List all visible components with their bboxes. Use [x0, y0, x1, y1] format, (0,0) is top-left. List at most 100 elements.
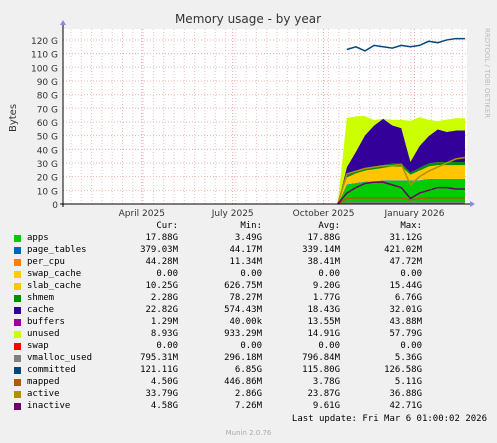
- legend-label: page_tables: [27, 245, 87, 255]
- x-tick-label: July 2025: [211, 209, 254, 219]
- legend-max: 47.72M: [389, 257, 422, 267]
- legend-avg: 796.84M: [302, 353, 340, 363]
- legend-min: 0.00: [240, 269, 262, 279]
- legend-row-slab_cache: slab_cache 10.25G 626.75M 9.20G 15.44G: [0, 281, 497, 293]
- legend-min: 574.43M: [224, 305, 262, 315]
- legend-max: 32.01G: [389, 305, 422, 315]
- legend-max: 0.00: [400, 341, 422, 351]
- legend-label: apps: [27, 233, 49, 243]
- legend-avg: 38.41M: [307, 257, 340, 267]
- legend-max: 126.58G: [384, 365, 422, 375]
- y-tick-label: 40 G: [37, 146, 58, 156]
- legend-avg: 339.14M: [302, 245, 340, 255]
- legend-row-mapped: mapped 4.50G 446.86M 3.78G 5.11G: [0, 377, 497, 389]
- legend-header: Cur: Min: Avg: Max:: [0, 221, 497, 233]
- legend-header-cell: Cur:: [156, 221, 178, 231]
- line-vmalloc_used: [337, 202, 465, 205]
- legend-avg: 0.00: [318, 269, 340, 279]
- area-unused: [337, 116, 465, 204]
- legend-avg: 23.87G: [307, 389, 340, 399]
- y-tick-label: 20 G: [37, 174, 58, 184]
- legend-cur: 33.79G: [145, 389, 178, 399]
- legend-header-cell: Min:: [240, 221, 262, 231]
- legend-max: 6.76G: [394, 293, 422, 303]
- legend-max: 421.02M: [384, 245, 422, 255]
- legend-max: 57.79G: [389, 329, 422, 339]
- legend-row-apps: apps 17.88G 3.49G 17.88G 31.12G: [0, 233, 497, 245]
- area-slab_cache: [337, 165, 465, 204]
- y-tick-label: 100 G: [31, 64, 58, 74]
- legend-label: mapped: [27, 377, 60, 387]
- x-tick-label: October 2025: [293, 209, 355, 219]
- line-inactive: [337, 181, 465, 205]
- legend-cur: 4.58G: [150, 401, 178, 411]
- y-tick-label: 0: [52, 201, 58, 211]
- series-areas: [337, 116, 465, 204]
- legend-swatch: [14, 379, 21, 386]
- legend-max: 15.44G: [389, 281, 422, 291]
- legend-swatch: [14, 391, 21, 398]
- legend-row-cache: cache 22.82G 574.43M 18.43G 32.01G: [0, 305, 497, 317]
- legend-swatch: [14, 271, 21, 278]
- legend-cur: 10.25G: [145, 281, 178, 291]
- legend-label: shmem: [27, 293, 55, 303]
- grid: [63, 29, 467, 204]
- legend-min: 11.34M: [229, 257, 262, 267]
- y-tick-labels: 0 10 G 20 G 30 G 40 G 50 G 60 G 70 G 80 G 90 G 100…: [31, 37, 58, 211]
- legend-max: 42.71G: [389, 401, 422, 411]
- legend-max: 31.12G: [389, 233, 422, 243]
- x-tick-label: April 2025: [119, 209, 165, 219]
- legend-avg: 18.43G: [307, 305, 340, 315]
- y-tick-label: 90 G: [37, 78, 58, 88]
- x-tick-label: January 2026: [384, 209, 445, 219]
- legend-swatch: [14, 403, 21, 410]
- legend-row-unused: unused 8.93G 933.29M 14.91G 57.79G: [0, 329, 497, 341]
- legend-cur: 22.82G: [145, 305, 178, 315]
- legend-cur: 2.28G: [150, 293, 178, 303]
- legend-max: 5.36G: [394, 353, 422, 363]
- y-tick-label: 110 G: [31, 51, 58, 61]
- legend-avg: 17.88G: [307, 233, 340, 243]
- legend-label: swap_cache: [27, 269, 82, 279]
- legend-min: 44.17M: [229, 245, 262, 255]
- legend-row-committed: committed 121.11G 6.85G 115.80G 126.58G: [0, 365, 497, 377]
- area-cache: [337, 118, 465, 204]
- legend-label: inactive: [27, 401, 71, 411]
- legend-label: buffers: [27, 317, 65, 327]
- y-axis-label: Bytes: [8, 104, 19, 132]
- munin-version: Munin 2.0.76: [225, 429, 272, 437]
- legend-swatch: [14, 367, 21, 374]
- legend-max: 43.88M: [389, 317, 422, 327]
- legend-cur: 379.03M: [140, 245, 178, 255]
- legend-avg: 9.20G: [312, 281, 340, 291]
- legend-label: vmalloc_used: [27, 353, 93, 363]
- series-lines: [337, 37, 466, 205]
- legend-label: committed: [27, 365, 76, 375]
- legend-cur: 4.50G: [150, 377, 178, 387]
- legend-min: 40.00k: [229, 317, 262, 327]
- legend-row-page_tables: page_tables 379.03M 44.17M 339.14M 421.02M: [0, 245, 497, 257]
- legend-cur: 121.11G: [140, 365, 178, 375]
- rrdtool-label: RRDTOOL / TOBI OETIKER: [483, 28, 491, 118]
- x-axis-arrow: [470, 201, 475, 207]
- chart-title: Memory usage - by year: [175, 12, 321, 26]
- y-tick-label: 10 G: [37, 187, 58, 197]
- y-tick-label: 120 G: [31, 37, 58, 47]
- legend-swatch: [14, 319, 21, 326]
- y-tick-label: 80 G: [37, 92, 58, 102]
- legend-min: 6.85G: [234, 365, 262, 375]
- y-tick-label: 60 G: [37, 119, 58, 129]
- legend-header-cell: Max:: [400, 221, 422, 231]
- legend-row-vmalloc_used: vmalloc_used 795.31M 296.18M 796.84M 5.36G: [0, 353, 497, 365]
- legend-row-inactive: inactive 4.58G 7.26M 9.61G 42.71G: [0, 401, 497, 413]
- legend-max: 36.88G: [389, 389, 422, 399]
- legend-cur: 8.93G: [150, 329, 178, 339]
- legend-cur: 0.00: [156, 341, 178, 351]
- y-axis-arrow: [60, 20, 66, 25]
- legend-swatch: [14, 343, 21, 350]
- legend-swatch: [14, 307, 21, 314]
- line-committed: [346, 37, 465, 52]
- last-update: Last update: Fri Mar 6 01:00:02 2026: [291, 414, 487, 424]
- legend-min: 296.18M: [224, 353, 262, 363]
- legend-swatch: [14, 331, 21, 338]
